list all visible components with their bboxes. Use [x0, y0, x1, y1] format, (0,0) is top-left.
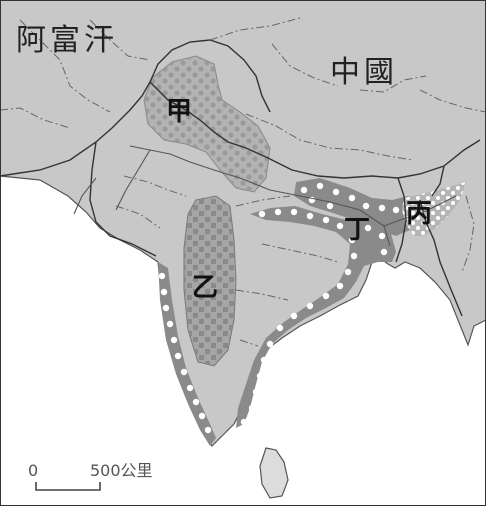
scale-bar: 0 500公里: [28, 461, 153, 491]
region-label-yi: 乙: [192, 273, 218, 303]
country-label-china: 中國: [330, 55, 398, 90]
international-borders: [0, 39, 481, 317]
region-label-bing: 丙: [406, 199, 432, 229]
coastal-white-dots: [158, 182, 400, 434]
internal-borders: [0, 17, 486, 347]
eastern-coastal-belt: [236, 206, 396, 428]
rivers: [73, 145, 457, 247]
scale-end-label: 500公里: [90, 461, 153, 480]
country-label-afghanistan: 阿富汗: [16, 23, 118, 58]
scale-start-label: 0: [28, 461, 38, 480]
region-yi-squares: [184, 196, 236, 366]
region-bing-dots: [402, 182, 466, 236]
region-label-jia: 甲: [166, 97, 192, 127]
region-label-ding: 丁: [344, 215, 370, 245]
northeast-belt: [294, 178, 424, 236]
scale-bar-line: [35, 482, 101, 491]
region-jia-dots: [144, 56, 270, 192]
western-coastal-belt: [158, 262, 216, 446]
sri-lanka-island: [259, 447, 289, 499]
